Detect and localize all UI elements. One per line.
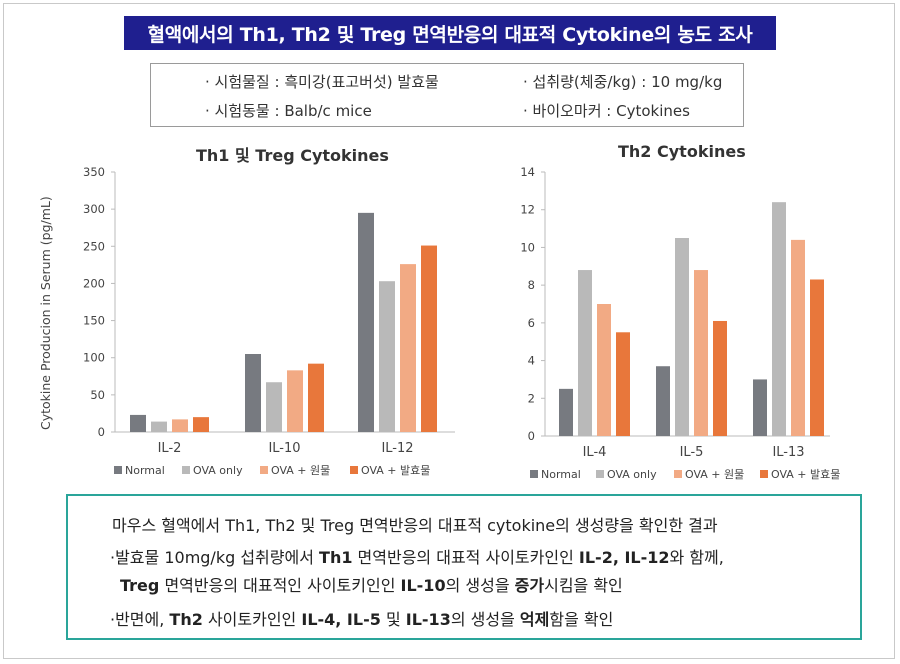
bar-il-2-3 [193, 417, 209, 432]
y-tick-label: 250 [83, 239, 105, 253]
summary-line-4: ·반면에, Th2 사이토카인인 IL-4, IL-5 및 IL-13의 생성을… [110, 606, 613, 630]
x-tick-label: IL-13 [772, 445, 804, 460]
legend-label: OVA + 원물 [271, 464, 330, 477]
legend-swatch [350, 466, 358, 474]
legend-label: Normal [541, 468, 581, 481]
summary-segment: 와 함께, [669, 548, 724, 567]
legend-swatch [260, 466, 268, 474]
summary-segment: 면역반응의 대표적 사이토카인인 [352, 548, 579, 567]
chart-th2: 0 2 4 6 8 10 12 14 IL-4 IL-5 IL-13 Normal OVA only OV… [520, 165, 840, 481]
bar-il-12-3 [421, 245, 437, 432]
summary-segment: 의 생성을 [450, 610, 520, 629]
bar-il-2-0 [130, 414, 146, 432]
bar-il-4-2 [597, 304, 611, 436]
info-biomarker: · 바이오마커 : Cytokines [523, 102, 690, 120]
bar-il-5-1 [675, 238, 689, 436]
study-info-box: · 시험물질 : 흑미강(표고버섯) 발효물 · 섭취량(체중/kg) : 10… [150, 63, 744, 127]
x-tick-label: IL-4 [583, 445, 607, 460]
y-tick-label: 50 [90, 388, 105, 402]
y-tick-label: 200 [83, 276, 105, 290]
bar-il-2-2 [172, 419, 188, 432]
legend-swatch [114, 466, 122, 474]
bar-il-13-1 [772, 202, 786, 436]
summary-segment: IL-10 [400, 576, 446, 595]
y-tick-label: 4 [528, 354, 535, 368]
bar-il-5-0 [656, 366, 670, 436]
legend-swatch [760, 470, 768, 478]
legend-swatch [182, 466, 190, 474]
y-tick-label: 8 [528, 278, 535, 292]
y-tick-label: 300 [83, 202, 105, 216]
x-tick-label: IL-5 [680, 445, 704, 460]
y-tick-label: 10 [520, 240, 535, 254]
y-tick-label: 150 [83, 314, 105, 328]
summary-line-3: Treg 면역반응의 대표적인 사이토키인인 IL-10의 생성을 증가시킴을 … [120, 572, 623, 596]
bar-il-12-1 [379, 281, 395, 432]
bar-il-5-2 [694, 270, 708, 436]
x-tick-label: IL-2 [158, 441, 182, 456]
y-axis-label: Cytokine Producion in Serum (pg/mL) [38, 196, 53, 430]
legend-label: Normal [125, 464, 165, 477]
summary-segment: 면역반응의 대표적인 사이토키인인 [159, 576, 401, 595]
figure-frame [3, 3, 895, 659]
bar-il-4-1 [578, 270, 592, 436]
summary-line-2: ·발효물 10mg/kg 섭취량에서 Th1 면역반응의 대표적 사이토카인인 … [110, 544, 724, 568]
legend-swatch [596, 470, 604, 478]
legend-label: OVA only [607, 468, 657, 481]
summary-segment: 함을 확인 [549, 610, 614, 629]
summary-segment: 억제 [519, 610, 550, 629]
y-tick-label: 14 [520, 165, 535, 179]
y-tick-label: 2 [528, 391, 535, 405]
summary-segment: 및 [380, 610, 406, 629]
page-title: 혈액에서의 Th1, Th2 및 Treg 면역반응의 대표적 Cytokine… [124, 16, 776, 50]
summary-box: 마우스 혈액에서 Th1, Th2 및 Treg 면역반응의 대표적 cytok… [66, 494, 862, 640]
y-tick-label: 6 [528, 316, 535, 330]
summary-segment: Th2 [169, 610, 203, 629]
bar-il-12-0 [358, 212, 374, 432]
bar-il-10-2 [287, 370, 303, 432]
chart-th1-treg: 0 50 100 150 200 250 300 350 IL-2 IL-10 IL-12 Norma… [83, 165, 455, 477]
info-material: · 시험물질 : 흑미강(표고버섯) 발효물 [205, 73, 439, 91]
summary-segment: ·발효물 10mg/kg 섭취량에서 [110, 548, 320, 567]
y-tick-label: 100 [83, 351, 105, 365]
bar-il-13-3 [810, 279, 824, 436]
summary-segment: 증가 [514, 576, 545, 595]
x-tick-label: IL-10 [268, 441, 300, 456]
chart-title-th2: Th2 Cytokines [618, 142, 746, 161]
y-tick-label: 0 [528, 429, 535, 443]
summary-segment: 시킴을 확인 [544, 576, 623, 595]
summary-segment: IL-2, IL-12 [578, 548, 670, 567]
y-tick-label: 12 [520, 203, 535, 217]
bar-il-10-1 [266, 382, 282, 432]
y-tick-label: 0 [98, 425, 105, 439]
summary-segment: Th1 [319, 548, 353, 567]
x-tick-label: IL-12 [381, 441, 413, 456]
bar-il-10-3 [308, 363, 324, 432]
legend-label: OVA only [193, 464, 243, 477]
legend-label: OVA + 발효물 [361, 464, 430, 477]
summary-segment: 의 생성을 [445, 576, 515, 595]
bar-il-10-0 [245, 354, 261, 432]
bar-il-2-1 [151, 421, 167, 432]
summary-segment: IL-13 [405, 610, 451, 629]
summary-segment: 사이토카인인 [202, 610, 302, 629]
legend-swatch [674, 470, 682, 478]
summary-segment: Treg [120, 576, 160, 595]
bar-il-13-2 [791, 239, 805, 436]
legend-swatch [530, 470, 538, 478]
legend-label: OVA + 원물 [685, 468, 744, 481]
info-animal: · 시험동물 : Balb/c mice [205, 102, 372, 120]
bar-il-13-0 [753, 379, 767, 436]
summary-line-1: 마우스 혈액에서 Th1, Th2 및 Treg 면역반응의 대표적 cytok… [112, 516, 718, 535]
summary-segment: ·반면에, [110, 610, 170, 629]
legend-label: OVA + 발효물 [771, 468, 840, 481]
y-tick-label: 350 [83, 165, 105, 179]
summary-segment: IL-4, IL-5 [301, 610, 381, 629]
bar-il-12-2 [400, 264, 416, 432]
bar-il-4-3 [616, 332, 630, 436]
info-dose: · 섭취량(체중/kg) : 10 mg/kg [523, 73, 723, 91]
bar-il-4-0 [559, 388, 573, 436]
chart-title-th1-treg: Th1 및 Treg Cytokines [196, 146, 389, 165]
bar-il-5-3 [713, 320, 727, 436]
